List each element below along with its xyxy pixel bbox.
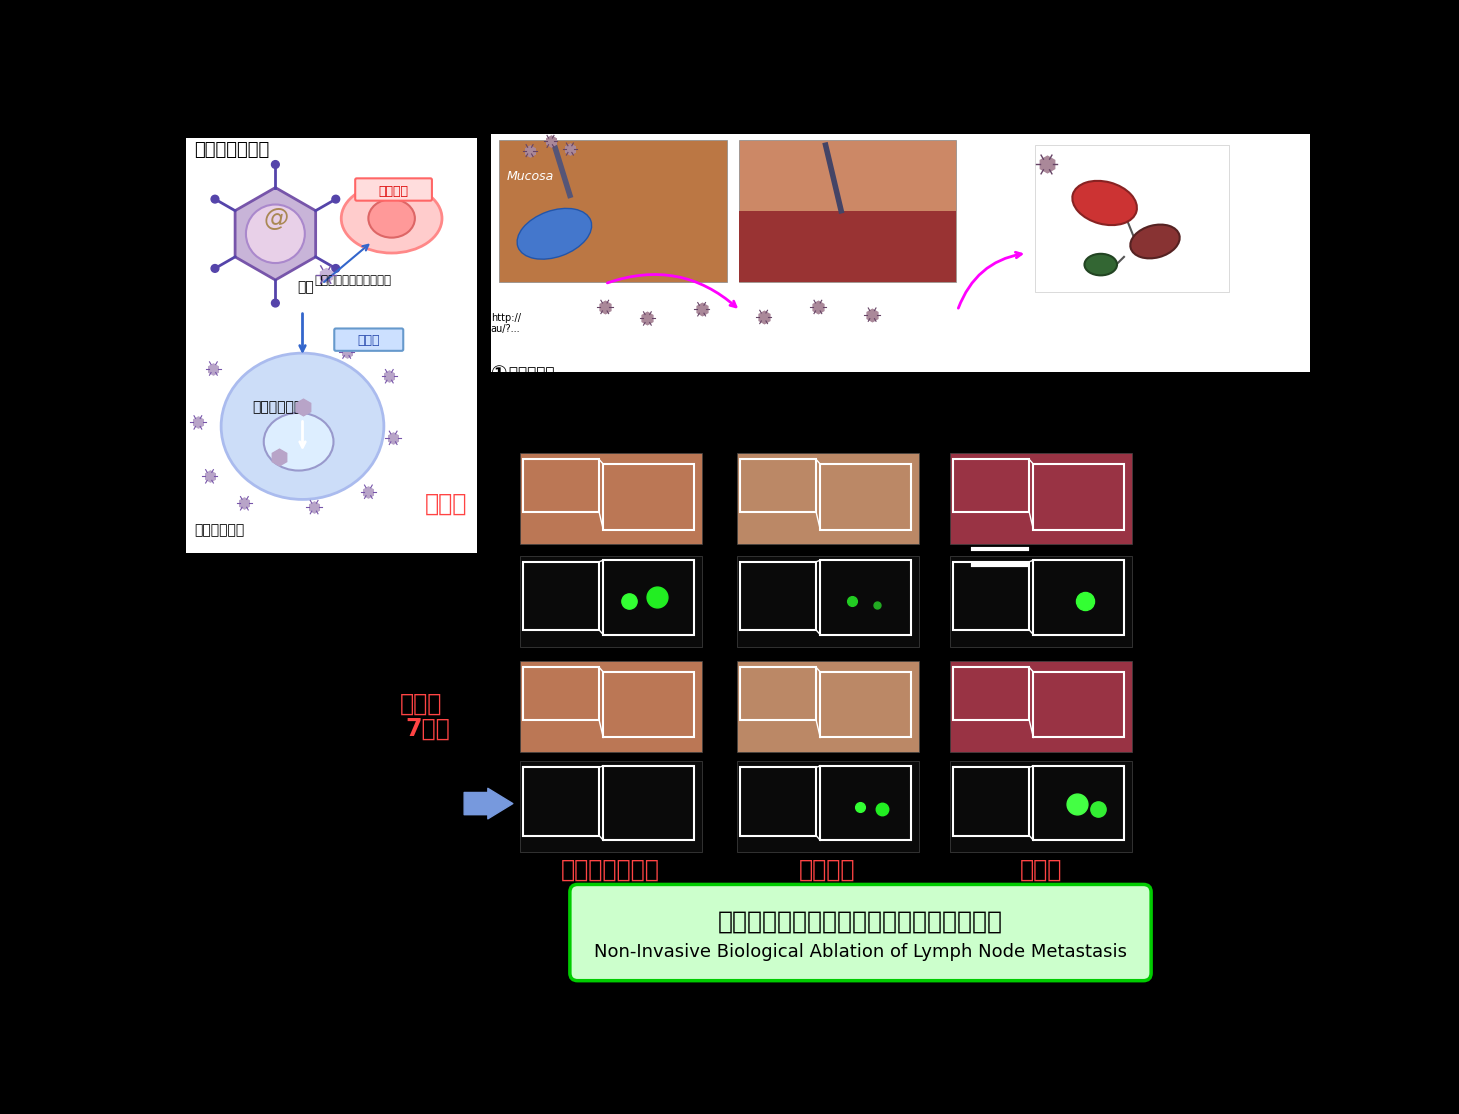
Text: http://
au/?...: http:// au/?...	[490, 313, 521, 334]
Ellipse shape	[1131, 225, 1180, 258]
Text: 正常細牠では複製しない: 正常細牠では複製しない	[314, 274, 391, 286]
Text: 治療の流れ: 治療の流れ	[503, 367, 554, 381]
Text: Mucosa: Mucosa	[506, 169, 553, 183]
Ellipse shape	[1084, 254, 1118, 275]
Text: Non-Invasive Biological Ablation of Lymph Node Metastasis: Non-Invasive Biological Ablation of Lymp…	[594, 944, 1126, 961]
Text: 治療後: 治療後	[400, 692, 442, 716]
Ellipse shape	[1072, 180, 1137, 225]
FancyBboxPatch shape	[737, 453, 919, 544]
FancyBboxPatch shape	[490, 134, 1310, 372]
Circle shape	[271, 160, 279, 168]
Polygon shape	[235, 187, 315, 280]
FancyArrowPatch shape	[464, 789, 514, 819]
Text: テロメライシン: テロメライシン	[194, 141, 270, 159]
FancyBboxPatch shape	[519, 661, 702, 752]
Text: ウィルス複製: ウィルス複製	[252, 400, 302, 414]
FancyBboxPatch shape	[950, 556, 1132, 646]
FancyBboxPatch shape	[355, 178, 432, 201]
FancyBboxPatch shape	[519, 453, 702, 544]
Text: 正常細菞: 正常細菞	[378, 185, 409, 198]
FancyBboxPatch shape	[738, 140, 956, 282]
Text: 無治療: 無治療	[1020, 858, 1062, 881]
Text: テロメライシン: テロメライシン	[562, 858, 659, 881]
Ellipse shape	[264, 413, 334, 470]
Text: 治療前: 治療前	[425, 492, 467, 516]
FancyBboxPatch shape	[499, 140, 727, 282]
Text: 癌細胞を破壊: 癌細胞を破壊	[194, 524, 244, 537]
Ellipse shape	[222, 353, 384, 499]
FancyBboxPatch shape	[334, 329, 403, 351]
FancyBboxPatch shape	[950, 453, 1132, 544]
Circle shape	[247, 205, 305, 263]
Circle shape	[271, 300, 279, 307]
FancyBboxPatch shape	[737, 761, 919, 852]
Circle shape	[331, 265, 340, 272]
Text: 癌細胞: 癌細胞	[357, 333, 379, 346]
FancyBboxPatch shape	[950, 661, 1132, 752]
FancyBboxPatch shape	[570, 885, 1151, 980]
FancyBboxPatch shape	[950, 761, 1132, 852]
Text: @: @	[264, 207, 289, 231]
Ellipse shape	[341, 184, 442, 253]
Polygon shape	[738, 211, 956, 282]
FancyBboxPatch shape	[519, 556, 702, 646]
Ellipse shape	[516, 208, 592, 260]
FancyBboxPatch shape	[187, 137, 477, 554]
FancyBboxPatch shape	[1034, 145, 1228, 292]
Ellipse shape	[368, 199, 414, 237]
Text: 7日目: 7日目	[406, 716, 449, 741]
Text: 感染: 感染	[298, 281, 314, 294]
Text: ①: ①	[490, 363, 508, 382]
Text: 抗がん剤: 抗がん剤	[800, 858, 856, 881]
FancyBboxPatch shape	[737, 556, 919, 646]
Circle shape	[331, 195, 340, 203]
Circle shape	[212, 265, 219, 272]
FancyBboxPatch shape	[737, 661, 919, 752]
FancyBboxPatch shape	[519, 761, 702, 852]
Text: 低侵襲的な消化器がんリンパ節転移の治療: 低侵襲的な消化器がんリンパ節転移の治療	[718, 909, 1002, 934]
Circle shape	[212, 195, 219, 203]
